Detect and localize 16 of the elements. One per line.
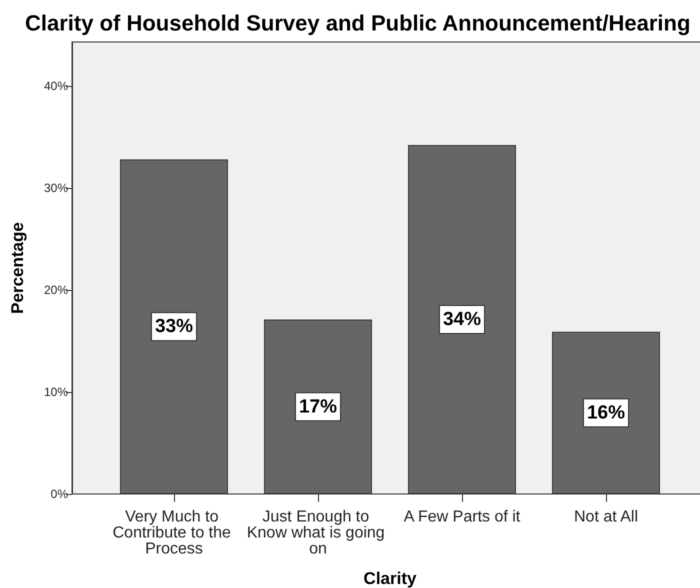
x-tick-label: Very Much to Contribute to the Process (112, 508, 236, 558)
data-label: 17% (298, 396, 338, 418)
x-tick-label: Not at All (574, 508, 638, 526)
y-tick-label: 0% (50, 487, 68, 501)
chart-title: Clarity of Household Survey and Public Announcement/Hearing (25, 10, 690, 36)
y-tick-label: 10% (44, 384, 68, 399)
data-label: 34% (442, 309, 482, 330)
y-tick-label: 30% (44, 180, 68, 195)
y-axis-title: Percentage (8, 222, 27, 314)
x-tick-label: Just Enough to Know what is going on (246, 508, 390, 558)
data-label: 16% (586, 402, 626, 424)
y-tick-label: 40% (44, 78, 68, 93)
data-label: 33% (154, 316, 194, 338)
x-tick-label: A Few Parts of it (404, 508, 521, 526)
y-tick-label: 20% (44, 282, 68, 297)
x-axis-title: Clarity (364, 569, 417, 588)
